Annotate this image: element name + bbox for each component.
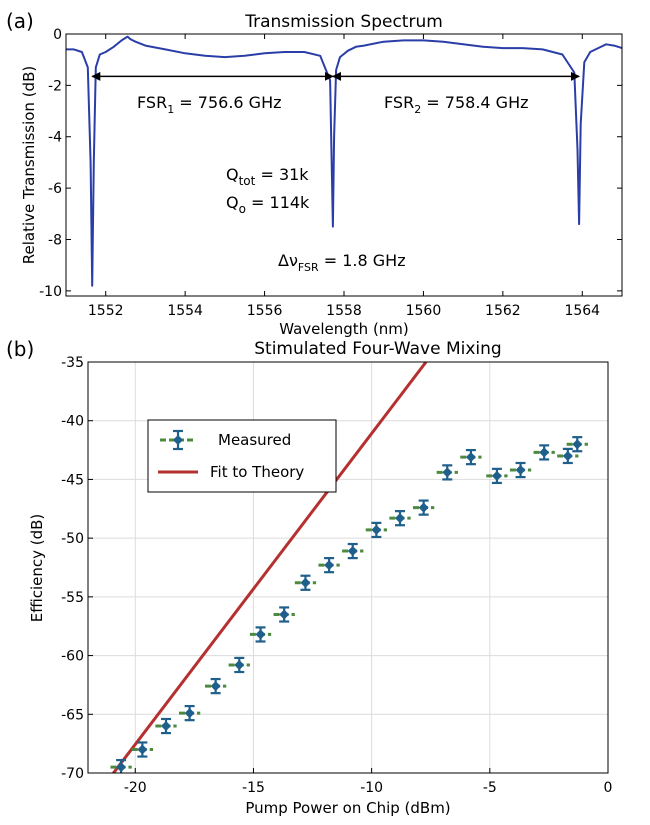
measured-marker	[442, 467, 453, 478]
measured-point	[342, 542, 364, 560]
panel-a-x-tick-label: 1564	[564, 303, 600, 319]
panel-b-y-tick-label: -40	[61, 414, 84, 430]
measured-point	[273, 606, 295, 623]
measured-point	[228, 656, 250, 674]
panel-b-x-tick-label: -5	[483, 780, 497, 796]
panel-b-fit-series	[111, 362, 428, 773]
panel-b-y-tick-label: -60	[61, 649, 84, 665]
measured-point	[131, 741, 153, 758]
panel-b-x-tick-label: 0	[604, 780, 613, 796]
measured-point	[294, 574, 317, 591]
panel-b-y-tick-label: -70	[61, 766, 84, 782]
panel-a-y-tick-label: -8	[48, 232, 62, 248]
measured-point	[179, 704, 201, 722]
panel-b-measured-series	[110, 436, 588, 773]
panel-b-y-axis-label: Efficiency (dB)	[28, 514, 46, 623]
measured-marker	[184, 708, 195, 719]
measured-point	[509, 461, 532, 479]
panel-b-y-tick-label: -50	[61, 531, 84, 547]
panel-b-x-tick-label: -20	[124, 780, 147, 796]
measured-point	[486, 467, 508, 485]
measured-point	[436, 464, 458, 481]
panel-b-x-ticks: -20 -15 -10 -5 0	[124, 768, 613, 796]
panel-a-x-tick-label: 1556	[247, 303, 283, 319]
legend-marker	[173, 435, 183, 445]
panel-a-x-tick-label: 1560	[406, 303, 442, 319]
measured-point	[389, 510, 411, 527]
panel-b-y-tick-label: -45	[61, 472, 84, 488]
panel-a-y-tick-label: -2	[48, 78, 62, 94]
panel-a-x-axis-label: Wavelength (nm)	[279, 320, 409, 338]
fsr2-annotation: FSR2 = 758.4 GHz	[384, 93, 529, 116]
legend-measured-symbol	[160, 429, 196, 451]
panel-b-title: Stimulated Four-Wave Mixing	[254, 339, 501, 359]
panel-b-x-tick-label: -10	[360, 780, 383, 796]
measured-marker	[347, 546, 358, 557]
panel-a-y-ticks: 0 -2 -4 -6 -8 -10	[39, 27, 622, 300]
measured-marker	[371, 524, 382, 535]
panel-a-label: (a)	[6, 9, 34, 33]
panel-b: (b) Stimulated Four-Wave Mixing -20 -15 -1…	[6, 337, 612, 817]
measured-marker	[572, 439, 583, 450]
measured-marker	[161, 721, 171, 732]
panel-b-y-tick-label: -65	[61, 707, 84, 723]
transmission-spectrum-line	[66, 35, 622, 287]
qtot-annotation: Qtot = 31k	[226, 165, 309, 188]
panel-b-y-tick-label: -35	[61, 355, 84, 371]
dnu-fsr-annotation: ΔνFSR = 1.8 GHz	[278, 251, 406, 274]
measured-point	[533, 444, 555, 461]
panel-a-x-ticks: 1552 1554 1556 1558 1560 1562 1564	[88, 34, 600, 319]
panel-a-x-tick-label: 1562	[485, 303, 521, 319]
measured-point	[557, 447, 579, 465]
measured-marker	[210, 681, 221, 692]
panel-a-y-tick-label: -6	[48, 181, 62, 197]
fit-to-theory-line	[111, 362, 428, 773]
panel-a-x-tick-label: 1554	[167, 303, 203, 319]
panel-b-axes-box	[87, 361, 609, 774]
qo-annotation: Qo = 114k	[226, 193, 310, 216]
panel-a-y-tick-label: -4	[48, 130, 62, 146]
panel-b-x-tick-label: -15	[242, 780, 265, 796]
measured-point	[413, 499, 435, 516]
panel-a-y-tick-label: 0	[53, 27, 62, 43]
fsr1-annotation: FSR1 = 756.6 GHz	[137, 93, 282, 116]
measured-marker	[279, 609, 290, 620]
measured-marker	[539, 447, 550, 458]
panel-a-y-tick-label: -10	[39, 284, 62, 300]
measured-marker	[234, 659, 245, 670]
panel-b-legend: Measured Fit to Theory	[147, 419, 337, 493]
measured-marker	[491, 470, 502, 481]
panel-a-x-tick-label: 1552	[88, 303, 124, 319]
measured-point	[155, 717, 177, 735]
panel-a-y-axis-label: Relative Transmission (dB)	[20, 66, 38, 264]
panel-b-y-tick-label: -55	[61, 590, 84, 606]
measured-marker	[255, 629, 266, 640]
measured-marker	[300, 577, 311, 588]
measured-point	[249, 626, 272, 643]
panel-a-x-tick-label: 1558	[326, 303, 362, 319]
measured-point	[566, 436, 588, 453]
measured-marker	[324, 560, 335, 571]
measured-marker	[418, 502, 429, 513]
legend-measured-label: Measured	[218, 431, 291, 449]
measured-marker	[395, 513, 405, 524]
measured-marker	[515, 465, 526, 476]
legend-fit-label: Fit to Theory	[210, 463, 304, 481]
measured-point	[110, 758, 132, 773]
measured-marker	[562, 450, 573, 461]
measured-marker	[137, 744, 148, 755]
measured-marker	[465, 452, 476, 463]
panel-a: (a) Transmission Spectrum 1552 1554 1556 15…	[6, 9, 623, 338]
measured-point	[460, 448, 482, 466]
measured-point	[205, 677, 227, 695]
panel-a-series	[66, 35, 622, 287]
panel-b-y-ticks: -35 -40 -45 -50 -55 -60 -65 -70	[61, 355, 93, 782]
measured-marker	[116, 762, 127, 773]
measured-point	[318, 557, 340, 574]
panel-a-title: Transmission Spectrum	[244, 12, 443, 32]
panel-b-x-axis-label: Pump Power on Chip (dBm)	[245, 799, 450, 817]
measured-point	[365, 521, 387, 539]
panel-b-label: (b)	[6, 337, 34, 361]
